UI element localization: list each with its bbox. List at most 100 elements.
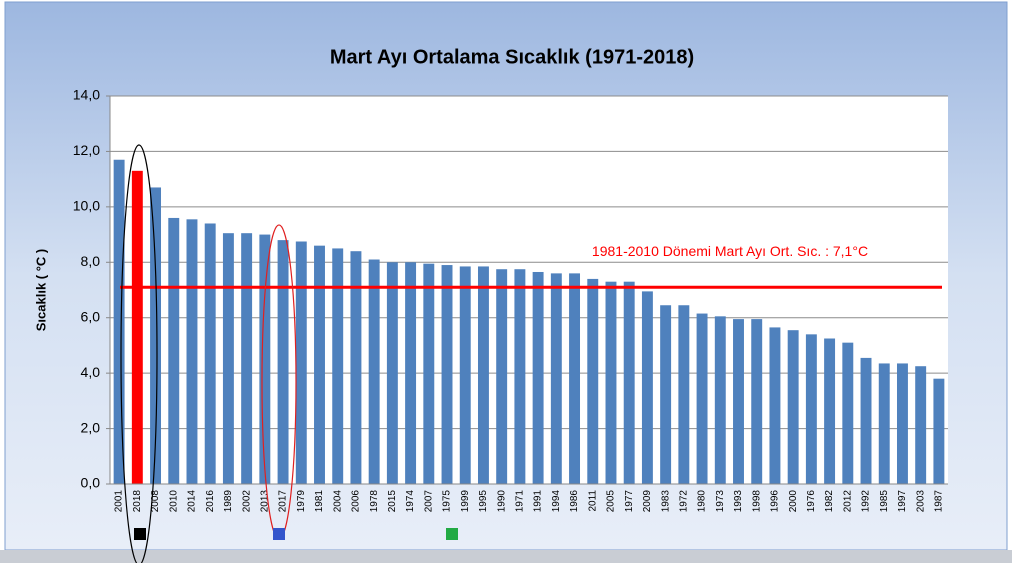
x-tick-label: 1992 — [861, 490, 872, 513]
x-tick-label: 2018 — [132, 490, 143, 513]
bottom-bar — [0, 550, 1012, 563]
marker-square — [134, 528, 146, 540]
x-tick-label: 1975 — [442, 490, 453, 513]
x-tick-label: 1998 — [751, 490, 762, 513]
bar — [532, 271, 544, 484]
bar — [241, 233, 253, 484]
x-tick-label: 1990 — [496, 490, 507, 513]
x-tick-label: 1995 — [478, 490, 489, 513]
bar — [496, 269, 508, 484]
bar — [222, 233, 234, 484]
x-tick-label: 2015 — [387, 490, 398, 513]
x-tick-label: 2009 — [642, 490, 653, 513]
bar — [641, 291, 653, 484]
bar — [332, 248, 344, 484]
bar — [860, 357, 872, 484]
x-tick-label: 1999 — [460, 490, 471, 513]
bar — [660, 305, 672, 484]
x-tick-label: 2014 — [187, 490, 198, 513]
x-tick-label: 1981 — [314, 490, 325, 513]
x-tick-label: 1982 — [824, 490, 835, 513]
bar — [569, 273, 581, 484]
y-tick-label: 10,0 — [73, 198, 100, 214]
bar — [751, 319, 763, 484]
marker-square — [446, 528, 458, 540]
x-tick-label: 1973 — [715, 490, 726, 513]
x-tick-label: 2003 — [915, 490, 926, 513]
y-axis-label: Sıcaklık ( °C ) — [33, 249, 48, 332]
x-tick-label: 1994 — [551, 490, 562, 513]
bar — [514, 269, 526, 484]
bar — [896, 363, 908, 484]
bar — [477, 266, 489, 484]
bar — [733, 319, 744, 484]
x-tick-label: 1989 — [223, 490, 234, 513]
bar — [550, 273, 562, 484]
bar — [805, 334, 817, 484]
bar — [824, 338, 836, 484]
x-tick-label: 1983 — [660, 490, 671, 513]
bar — [915, 366, 927, 484]
plot-area — [110, 96, 948, 484]
bar — [350, 251, 362, 484]
x-tick-label: 1972 — [678, 490, 689, 513]
y-tick-label: 4,0 — [81, 364, 101, 380]
bar — [314, 245, 325, 484]
x-tick-label: 2012 — [842, 490, 853, 513]
bar — [696, 313, 708, 484]
x-tick-label: 2004 — [332, 490, 343, 513]
x-tick-label: 2005 — [606, 490, 617, 513]
bar — [113, 159, 125, 484]
bar — [204, 223, 216, 484]
bar — [441, 265, 453, 484]
x-tick-label: 1977 — [624, 490, 635, 513]
bar — [259, 234, 271, 484]
x-tick-label: 1993 — [733, 490, 744, 513]
x-tick-label: 2001 — [114, 490, 125, 513]
bar — [405, 262, 417, 484]
bar — [769, 327, 781, 484]
x-tick-label: 1996 — [770, 490, 781, 513]
marker-square — [273, 528, 285, 540]
x-tick-label: 1974 — [405, 490, 416, 513]
y-tick-label: 8,0 — [81, 253, 101, 269]
y-tick-label: 0,0 — [81, 475, 101, 491]
bar — [295, 241, 307, 484]
highlight-ellipse — [120, 144, 158, 563]
bar — [459, 266, 471, 484]
x-tick-label: 1971 — [515, 490, 526, 513]
x-tick-label: 2007 — [423, 490, 434, 513]
x-tick-label: 2016 — [205, 490, 216, 513]
bar — [605, 281, 617, 484]
bar — [168, 217, 180, 484]
bar — [678, 305, 690, 484]
y-tick-label: 14,0 — [73, 87, 100, 103]
x-tick-label: 1997 — [897, 490, 908, 513]
reference-label: 1981-2010 Dönemi Mart Ayı Ort. Sıc. : 7,… — [592, 243, 868, 259]
bar — [587, 278, 599, 484]
bar — [150, 187, 162, 484]
bar — [878, 363, 890, 484]
x-tick-label: 2011 — [587, 490, 598, 512]
bar — [186, 219, 198, 485]
x-tick-label: 1987 — [934, 490, 945, 513]
bar — [131, 170, 143, 485]
x-tick-label: 2017 — [278, 490, 289, 513]
x-tick-label: 1979 — [296, 490, 307, 513]
x-tick-label: 2010 — [168, 490, 179, 513]
x-tick-label: 2000 — [788, 490, 799, 513]
x-tick-label: 1985 — [879, 490, 890, 513]
x-tick-label: 2013 — [259, 490, 270, 513]
bar — [423, 263, 435, 484]
bar — [368, 259, 380, 484]
bar — [842, 342, 854, 484]
chart-title: Mart Ayı Ortalama Sıcaklık (1971-2018) — [330, 46, 694, 68]
bar — [714, 316, 726, 484]
bar — [623, 281, 635, 484]
x-tick-label: 1980 — [697, 490, 708, 513]
bar — [386, 262, 398, 484]
y-tick-label: 6,0 — [81, 308, 101, 324]
y-tick-label: 12,0 — [73, 142, 100, 158]
